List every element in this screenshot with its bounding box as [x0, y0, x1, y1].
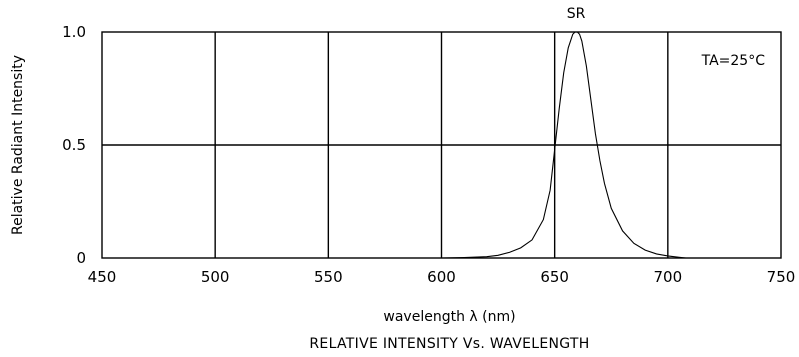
temperature-annotation: TA=25°C — [701, 53, 766, 69]
x-tick-label: 750 — [767, 268, 796, 286]
y-tick-labels: 0 0.5 1.0 — [62, 23, 86, 267]
x-tick-labels: 450 500 550 600 650 700 750 — [88, 268, 796, 286]
series-line-sr — [441, 31, 686, 259]
y-axis-title: Relative Radiant Intensity — [10, 55, 26, 235]
series-label-sr: SR — [567, 6, 586, 22]
y-tick-label: 0.5 — [62, 136, 86, 154]
x-tick-label: 600 — [427, 268, 456, 286]
x-axis-title: wavelength λ (nm) — [383, 309, 515, 325]
y-tick-label: 1.0 — [62, 23, 86, 41]
chart-title: RELATIVE INTENSITY Vs. WAVELENGTH — [309, 336, 589, 352]
x-tick-label: 700 — [654, 268, 683, 286]
y-tick-label: 0 — [76, 249, 86, 267]
x-tick-label: 550 — [314, 268, 343, 286]
grid-lines — [102, 32, 781, 258]
x-tick-label: 450 — [88, 268, 117, 286]
x-tick-label: 650 — [540, 268, 569, 286]
x-tick-label: 500 — [201, 268, 230, 286]
